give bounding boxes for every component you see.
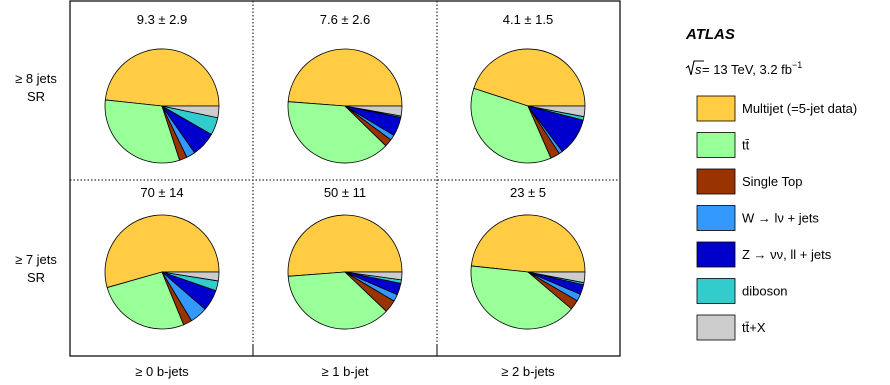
- energy-text: = 13 TeV, 3.2 fb−1: [702, 60, 802, 77]
- legend-item: diboson: [696, 278, 788, 304]
- legend-swatch: [696, 278, 736, 304]
- pie-yield-label: 9.3 ± 2.9: [137, 12, 188, 27]
- pie-slice: [470, 265, 572, 330]
- energy-superscript: −1: [792, 60, 802, 70]
- column-label-2: ≥ 2 b-jets: [501, 364, 555, 379]
- energy-value: = 13 TeV, 3.2 fb: [702, 62, 792, 77]
- legend: Multijet (=5-jet data) tt̄ Single Top W → l…: [696, 95, 857, 341]
- pie-slice: [287, 271, 387, 330]
- pie-slice: [344, 271, 403, 281]
- legend-label: W → lν + jets: [742, 211, 819, 226]
- pie-panel: 4.1 ± 1.5: [470, 12, 586, 164]
- pie-slice: [104, 214, 220, 288]
- energy-luminosity-label: s = 13 TeV, 3.2 fb−1: [685, 60, 802, 77]
- legend-item: Z → νν, ll + jets: [696, 241, 832, 268]
- row-label-0-line2: SR: [27, 89, 45, 104]
- pie-yield-label: 70 ± 14: [140, 185, 183, 200]
- sqrt-symbol-icon: [685, 60, 704, 76]
- legend-item: Multijet (=5-jet data): [696, 95, 857, 122]
- pie-panel: 50 ± 11: [287, 185, 403, 330]
- plot-frame: [69, 0, 621, 357]
- pie-slice: [287, 101, 387, 164]
- legend-swatch: [696, 132, 736, 158]
- pie-panel: 70 ± 14: [104, 185, 220, 330]
- pie-panel: 7.6 ± 2.6: [287, 12, 403, 164]
- pie-slice: [106, 271, 185, 330]
- pie-panel: 23 ± 5: [470, 185, 586, 330]
- legend-label: tt̄+X: [742, 320, 766, 335]
- legend-label: tt̄: [742, 138, 750, 153]
- legend-item: tt̄: [696, 132, 750, 158]
- pie-slice: [161, 105, 220, 119]
- pie-slice: [344, 105, 403, 117]
- column-label-0: ≥ 0 b-jets: [135, 364, 189, 379]
- pie-slice: [287, 214, 403, 277]
- column-label-1: ≥ 1 b-jet: [322, 364, 369, 379]
- energy-sqrt-variable: s: [695, 62, 702, 77]
- legend-label: Z → νν, ll + jets: [742, 247, 832, 262]
- legend-item: W → lν + jets: [696, 205, 819, 231]
- legend-swatch: [696, 168, 736, 195]
- legend-swatch: [696, 241, 736, 268]
- pie-slice: [104, 99, 181, 164]
- pie-yield-label: 4.1 ± 1.5: [503, 12, 554, 27]
- pie-panels: 9.3 ± 2.9 7.6 ± 2.6 4.1 ± 1.5 70 ± 14 50 ± 1…: [104, 12, 586, 330]
- legend-swatch: [696, 95, 736, 122]
- pie-slice: [104, 48, 220, 107]
- row-label-1-line2: SR: [27, 270, 45, 285]
- pie-panel: 9.3 ± 2.9: [104, 12, 220, 164]
- pie-yield-label: 50 ± 11: [324, 185, 366, 200]
- pie-slice: [473, 48, 586, 107]
- pie-slice: [527, 105, 586, 118]
- legend-label: diboson: [742, 284, 788, 299]
- experiment-label: ATLAS: [685, 26, 735, 43]
- pie-slice: [470, 214, 586, 273]
- legend-item: Single Top: [696, 168, 802, 195]
- row-label-0-line1: ≥ 8 jets: [15, 71, 57, 86]
- pie-yield-label: 23 ± 5: [510, 185, 546, 200]
- pie-yield-label: 7.6 ± 2.6: [320, 12, 371, 27]
- pie-slice: [527, 271, 586, 284]
- row-label-1-line1: ≥ 7 jets: [15, 252, 57, 267]
- pie-slice: [287, 48, 403, 107]
- legend-label: Single Top: [742, 174, 802, 189]
- pie-slice: [161, 271, 220, 282]
- legend-swatch: [696, 205, 736, 231]
- legend-swatch: [696, 314, 736, 341]
- pie-slice: [470, 87, 552, 164]
- legend-label: Multijet (=5-jet data): [742, 101, 857, 116]
- legend-item: tt̄+X: [696, 314, 766, 341]
